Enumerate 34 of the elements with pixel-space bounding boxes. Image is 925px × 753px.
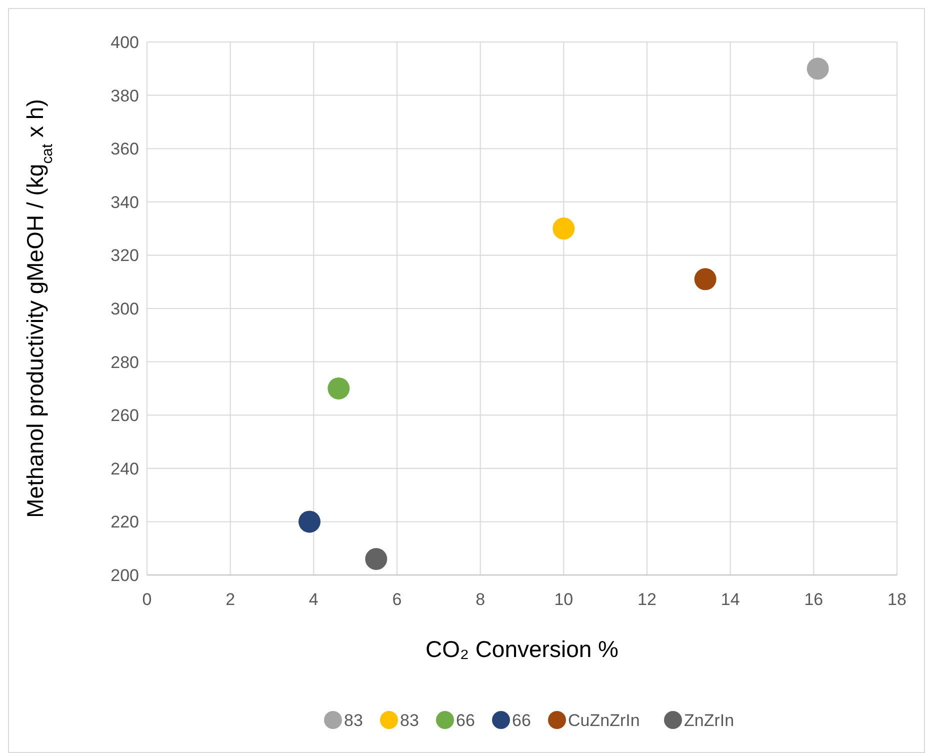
point bbox=[365, 548, 388, 570]
x-axis-title: CO₂ Conversion % bbox=[426, 636, 618, 662]
y-tick-label: 400 bbox=[110, 33, 139, 52]
x-tick-label: 8 bbox=[476, 590, 486, 609]
x-tick-label: 14 bbox=[720, 590, 740, 609]
x-tick-label: 2 bbox=[226, 590, 236, 609]
y-tick-label: 260 bbox=[110, 406, 139, 426]
y-tick-label: 200 bbox=[110, 566, 139, 585]
legend-label: ZnZrIn bbox=[684, 711, 734, 730]
legend-label: 83 bbox=[344, 711, 363, 730]
x-tick-label: 0 bbox=[142, 590, 152, 609]
y-tick-label: 280 bbox=[110, 352, 139, 372]
legend-label: 66 bbox=[456, 711, 475, 730]
legend-label: 83 bbox=[400, 711, 419, 730]
legend-label: CuZnZrIn bbox=[568, 711, 640, 730]
point bbox=[552, 218, 575, 240]
y-tick-label: 240 bbox=[110, 459, 139, 478]
point bbox=[328, 377, 350, 400]
y-tick-label: 360 bbox=[110, 140, 139, 159]
x-tick-label: 10 bbox=[554, 590, 574, 609]
y-tick-label: 320 bbox=[110, 246, 139, 266]
x-tick-label: 6 bbox=[392, 590, 402, 609]
y-tick-label: 300 bbox=[110, 300, 139, 318]
x-tick-label: 16 bbox=[804, 590, 824, 609]
y-tick-label: 220 bbox=[110, 512, 139, 532]
point bbox=[806, 58, 829, 80]
legend-label: 66 bbox=[512, 711, 531, 730]
x-tick-label: 4 bbox=[308, 590, 318, 609]
x-tick-label: 18 bbox=[888, 590, 906, 609]
x-tick-label: 12 bbox=[638, 590, 656, 609]
point bbox=[694, 268, 716, 290]
point bbox=[298, 510, 320, 533]
y-tick-label: 380 bbox=[110, 86, 139, 106]
y-tick-label: 340 bbox=[110, 192, 139, 212]
